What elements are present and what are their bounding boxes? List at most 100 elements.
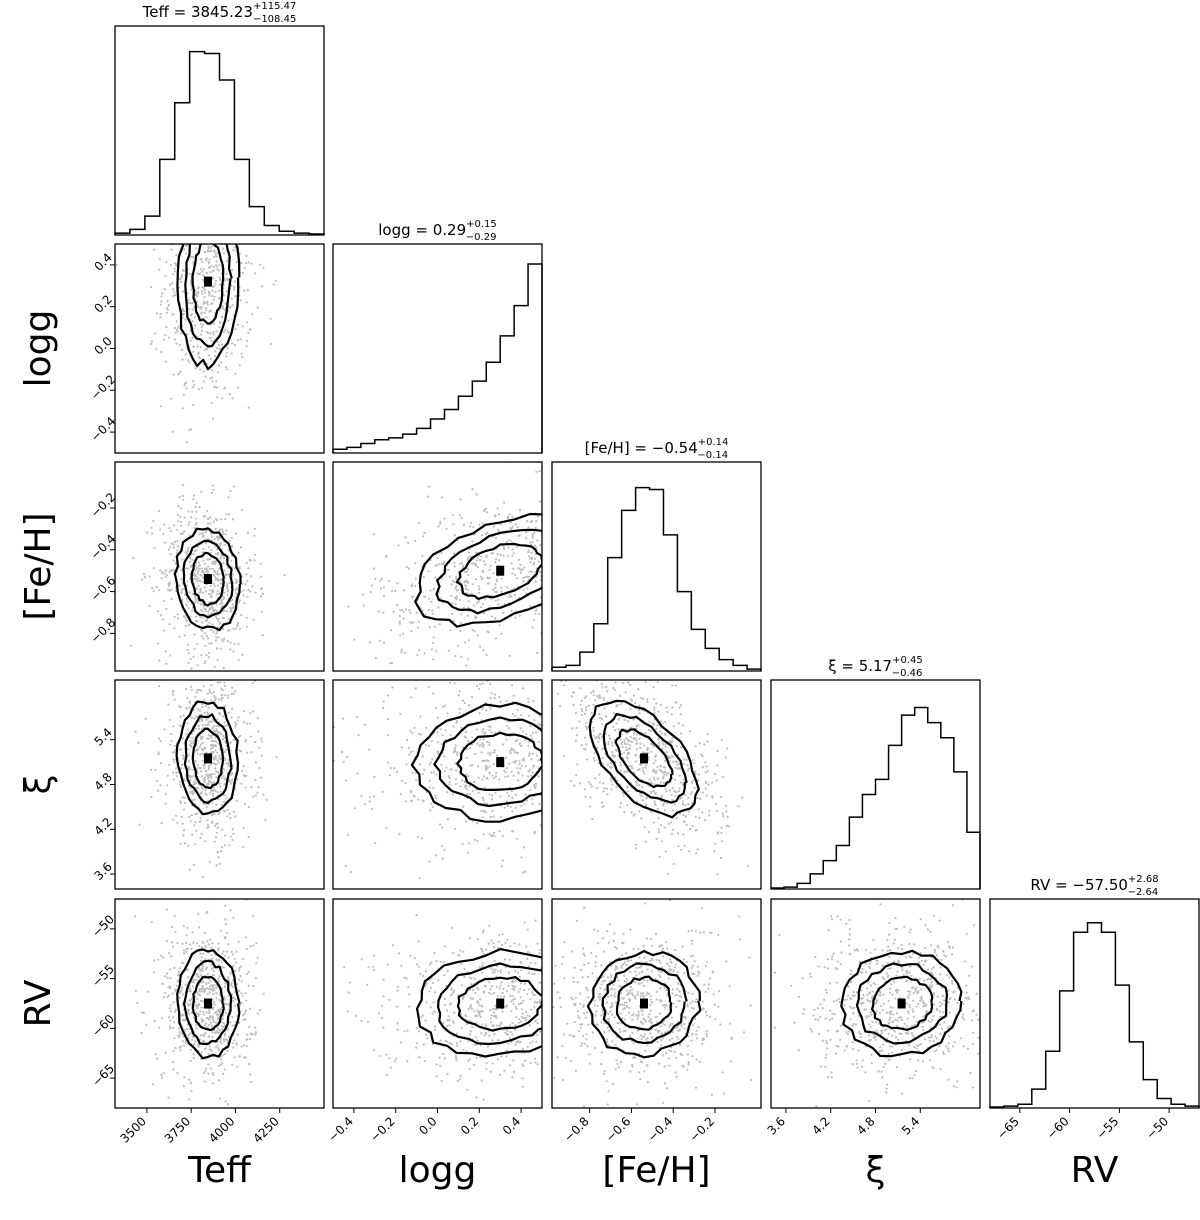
hist-frame-logg <box>332 243 543 454</box>
sample-point <box>256 791 259 794</box>
sample-point <box>499 795 502 798</box>
sample-point <box>575 532 577 534</box>
sample-point <box>619 694 622 698</box>
sample-point <box>190 288 193 291</box>
sample-point <box>580 534 582 536</box>
sample-point <box>225 290 228 293</box>
sample-point <box>208 567 211 571</box>
sample-point <box>172 543 175 546</box>
sample-point <box>196 664 199 667</box>
sample-point <box>246 531 249 534</box>
sample-point <box>467 657 470 660</box>
sample-point <box>640 697 643 700</box>
sample-point <box>466 588 469 591</box>
sample-point <box>165 908 168 911</box>
sample-point <box>505 724 508 727</box>
sample-point <box>548 698 550 700</box>
sample-point <box>186 567 189 571</box>
sample-point <box>215 380 218 383</box>
sample-point <box>208 1010 211 1013</box>
sample-point <box>210 491 214 495</box>
sample-point <box>167 703 170 706</box>
sample-point <box>562 496 564 498</box>
sample-point <box>228 844 231 847</box>
sample-point <box>220 518 223 521</box>
sample-point <box>226 629 229 632</box>
sample-point <box>500 590 503 593</box>
sample-point <box>497 598 500 601</box>
sample-point <box>686 764 689 767</box>
sample-point <box>620 502 622 504</box>
sample-point <box>188 572 191 575</box>
sample-point <box>233 1056 236 1059</box>
sample-point <box>410 585 413 588</box>
sample-point <box>499 553 502 557</box>
sample-point <box>157 958 160 961</box>
hist-frame-xi <box>770 679 981 890</box>
sample-point <box>313 715 315 717</box>
sample-point <box>168 743 171 746</box>
sample-point <box>221 397 224 400</box>
sample-point <box>725 824 729 828</box>
sample-point <box>580 758 582 760</box>
sample-point <box>463 735 466 738</box>
sample-point <box>400 746 403 749</box>
sample-point <box>134 989 137 992</box>
sample-point <box>223 996 226 999</box>
sample-point <box>222 598 225 601</box>
sample-point <box>509 521 512 524</box>
sample-point <box>159 405 163 408</box>
sample-point <box>459 629 462 633</box>
sample-point <box>236 625 239 628</box>
sample-point <box>679 732 683 735</box>
sample-point <box>414 584 417 588</box>
sample-point <box>181 993 184 996</box>
sample-point <box>178 1035 181 1039</box>
sample-point <box>558 748 560 750</box>
sample-point <box>196 295 199 298</box>
sample-point <box>502 554 505 557</box>
sample-point <box>455 577 458 581</box>
sample-point <box>212 520 215 523</box>
sample-point <box>215 632 218 635</box>
sample-point <box>157 610 160 613</box>
sample-point <box>246 456 248 458</box>
sample-point <box>465 785 468 788</box>
sample-point <box>559 529 561 531</box>
sample-point <box>198 1013 201 1016</box>
sample-point <box>169 985 172 988</box>
sample-point <box>207 260 210 263</box>
sample-point <box>218 347 221 350</box>
sample-point <box>643 826 646 829</box>
sample-point <box>159 528 162 531</box>
sample-point <box>722 776 725 779</box>
sample-point <box>234 578 237 581</box>
sample-point <box>407 747 410 750</box>
sample-point <box>714 842 717 845</box>
sample-point <box>657 710 660 713</box>
sample-point <box>188 744 191 747</box>
sample-point <box>172 725 175 728</box>
sample-point <box>239 299 242 302</box>
sample-point <box>253 553 257 556</box>
sample-point <box>647 830 651 834</box>
sample-point <box>242 765 245 768</box>
sample-point <box>530 737 533 740</box>
sample-point <box>627 764 630 767</box>
sample-point <box>527 549 530 552</box>
sample-point <box>527 697 530 700</box>
sample-point <box>215 260 218 263</box>
sample-point <box>221 528 224 531</box>
sample-point <box>468 525 472 528</box>
sample-point <box>194 598 197 601</box>
sample-point <box>190 255 194 259</box>
sample-point <box>214 253 217 256</box>
sample-point <box>641 786 644 789</box>
sample-point <box>547 556 549 558</box>
sample-point <box>275 756 278 759</box>
sample-point <box>428 763 431 766</box>
sample-point <box>459 514 462 517</box>
sample-point <box>242 1013 245 1017</box>
sample-point <box>614 486 616 488</box>
sample-point <box>164 650 167 653</box>
